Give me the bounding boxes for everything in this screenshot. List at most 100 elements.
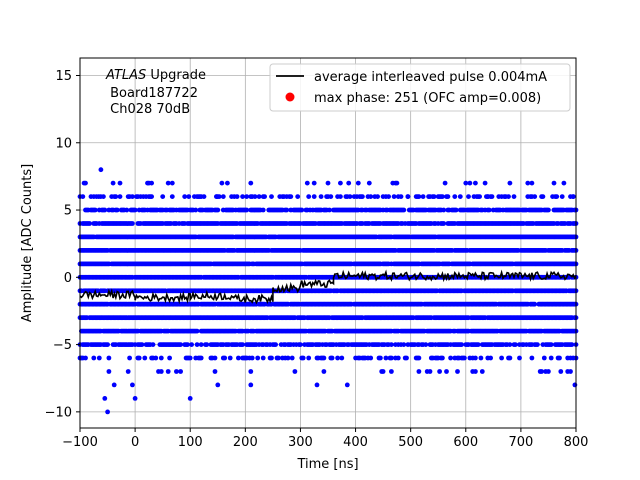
sample-point bbox=[346, 180, 352, 186]
sample-point bbox=[546, 369, 551, 374]
sample-point bbox=[132, 396, 138, 401]
x-tick-label: 100 bbox=[178, 435, 203, 450]
sample-point bbox=[269, 355, 274, 361]
sample-point bbox=[532, 301, 538, 307]
sample-point bbox=[482, 180, 488, 186]
sample-point bbox=[386, 194, 391, 200]
sample-point bbox=[338, 194, 343, 200]
sample-point bbox=[136, 355, 142, 361]
sample-point bbox=[444, 194, 449, 200]
sample-point bbox=[204, 342, 210, 347]
sample-point bbox=[212, 369, 218, 374]
sample-point bbox=[187, 355, 193, 361]
sample-point bbox=[479, 369, 485, 374]
sample-point bbox=[572, 382, 578, 388]
annotation-line-1: ATLAS Upgrade bbox=[105, 68, 206, 83]
sample-point bbox=[380, 369, 386, 374]
sample-point bbox=[256, 194, 262, 200]
sample-point bbox=[284, 207, 290, 213]
sample-point bbox=[117, 180, 123, 186]
sample-point bbox=[149, 194, 155, 200]
sample-point bbox=[325, 194, 331, 200]
sample-point bbox=[150, 342, 156, 347]
sample-point bbox=[249, 355, 255, 361]
y-axis: −10 −5 0 5 10 15 bbox=[45, 69, 80, 420]
sample-point bbox=[214, 194, 220, 200]
sample-point bbox=[102, 207, 108, 213]
sample-point bbox=[506, 194, 511, 200]
sample-point bbox=[511, 194, 517, 200]
x-axis-label: Time [ns] bbox=[296, 457, 358, 472]
sample-point bbox=[91, 355, 97, 361]
x-tick-label: 200 bbox=[233, 435, 258, 450]
sample-point bbox=[225, 180, 230, 186]
sample-point bbox=[167, 355, 173, 361]
x-tick-label: 500 bbox=[398, 435, 423, 450]
sample-point bbox=[375, 194, 380, 200]
sample-point bbox=[215, 382, 221, 388]
sample-point bbox=[240, 194, 246, 200]
x-tick-label: 0 bbox=[131, 435, 139, 450]
sample-point bbox=[288, 194, 294, 200]
sample-point bbox=[455, 369, 460, 374]
annotation: ATLAS Upgrade Board187722 Ch028 70dB bbox=[105, 68, 206, 117]
annotation-upgrade: Upgrade bbox=[146, 68, 206, 83]
sample-point bbox=[321, 355, 327, 361]
sample-point bbox=[244, 207, 250, 213]
sample-point bbox=[194, 342, 200, 347]
sample-point bbox=[452, 194, 458, 200]
sample-point bbox=[339, 355, 345, 361]
sample-point bbox=[366, 180, 372, 186]
sample-point bbox=[153, 355, 159, 361]
sample-point bbox=[318, 194, 324, 200]
sample-point bbox=[368, 355, 374, 361]
sample-point bbox=[496, 194, 502, 200]
sample-point bbox=[368, 194, 374, 200]
sample-point bbox=[453, 207, 459, 213]
sample-point bbox=[87, 221, 92, 226]
y-tick-label: 10 bbox=[55, 136, 72, 151]
sample-point bbox=[285, 355, 291, 361]
sample-point bbox=[463, 180, 469, 186]
sample-point bbox=[448, 355, 453, 361]
sample-point bbox=[540, 194, 546, 200]
sample-point bbox=[185, 342, 190, 347]
sample-point bbox=[507, 180, 513, 186]
sample-point bbox=[105, 409, 110, 415]
sample-point bbox=[467, 180, 473, 186]
y-tick-label: −10 bbox=[45, 405, 72, 420]
sample-point bbox=[92, 207, 98, 213]
sample-point bbox=[142, 355, 148, 361]
sample-point bbox=[395, 355, 401, 361]
sample-point bbox=[132, 207, 138, 213]
sample-point bbox=[405, 194, 411, 200]
sample-point bbox=[442, 180, 448, 186]
sample-point bbox=[398, 194, 404, 200]
sample-point bbox=[507, 355, 513, 361]
sample-point bbox=[444, 369, 449, 374]
sample-point bbox=[466, 194, 471, 200]
x-tick-label: 400 bbox=[343, 435, 368, 450]
sample-point bbox=[149, 180, 155, 186]
sample-point bbox=[248, 369, 254, 374]
y-tick-label: −5 bbox=[53, 338, 72, 353]
sample-point bbox=[478, 355, 484, 361]
x-axis: −100 0 100 200 300 400 500 600 700 800 bbox=[62, 428, 588, 450]
sample-point bbox=[178, 342, 184, 347]
sample-point bbox=[306, 355, 312, 361]
sample-point bbox=[473, 180, 478, 186]
sample-point bbox=[554, 194, 560, 200]
sample-point bbox=[106, 369, 112, 374]
x-tick-label: 300 bbox=[288, 435, 313, 450]
sample-point bbox=[169, 180, 175, 186]
sample-point bbox=[378, 355, 383, 361]
sample-point bbox=[517, 355, 522, 361]
sample-point bbox=[559, 194, 565, 200]
sample-point bbox=[101, 194, 106, 200]
sample-point bbox=[262, 194, 267, 200]
sample-point bbox=[548, 355, 554, 361]
sample-point bbox=[306, 194, 312, 200]
sample-point bbox=[416, 369, 422, 374]
sample-point bbox=[420, 194, 426, 200]
sample-point bbox=[569, 342, 575, 347]
